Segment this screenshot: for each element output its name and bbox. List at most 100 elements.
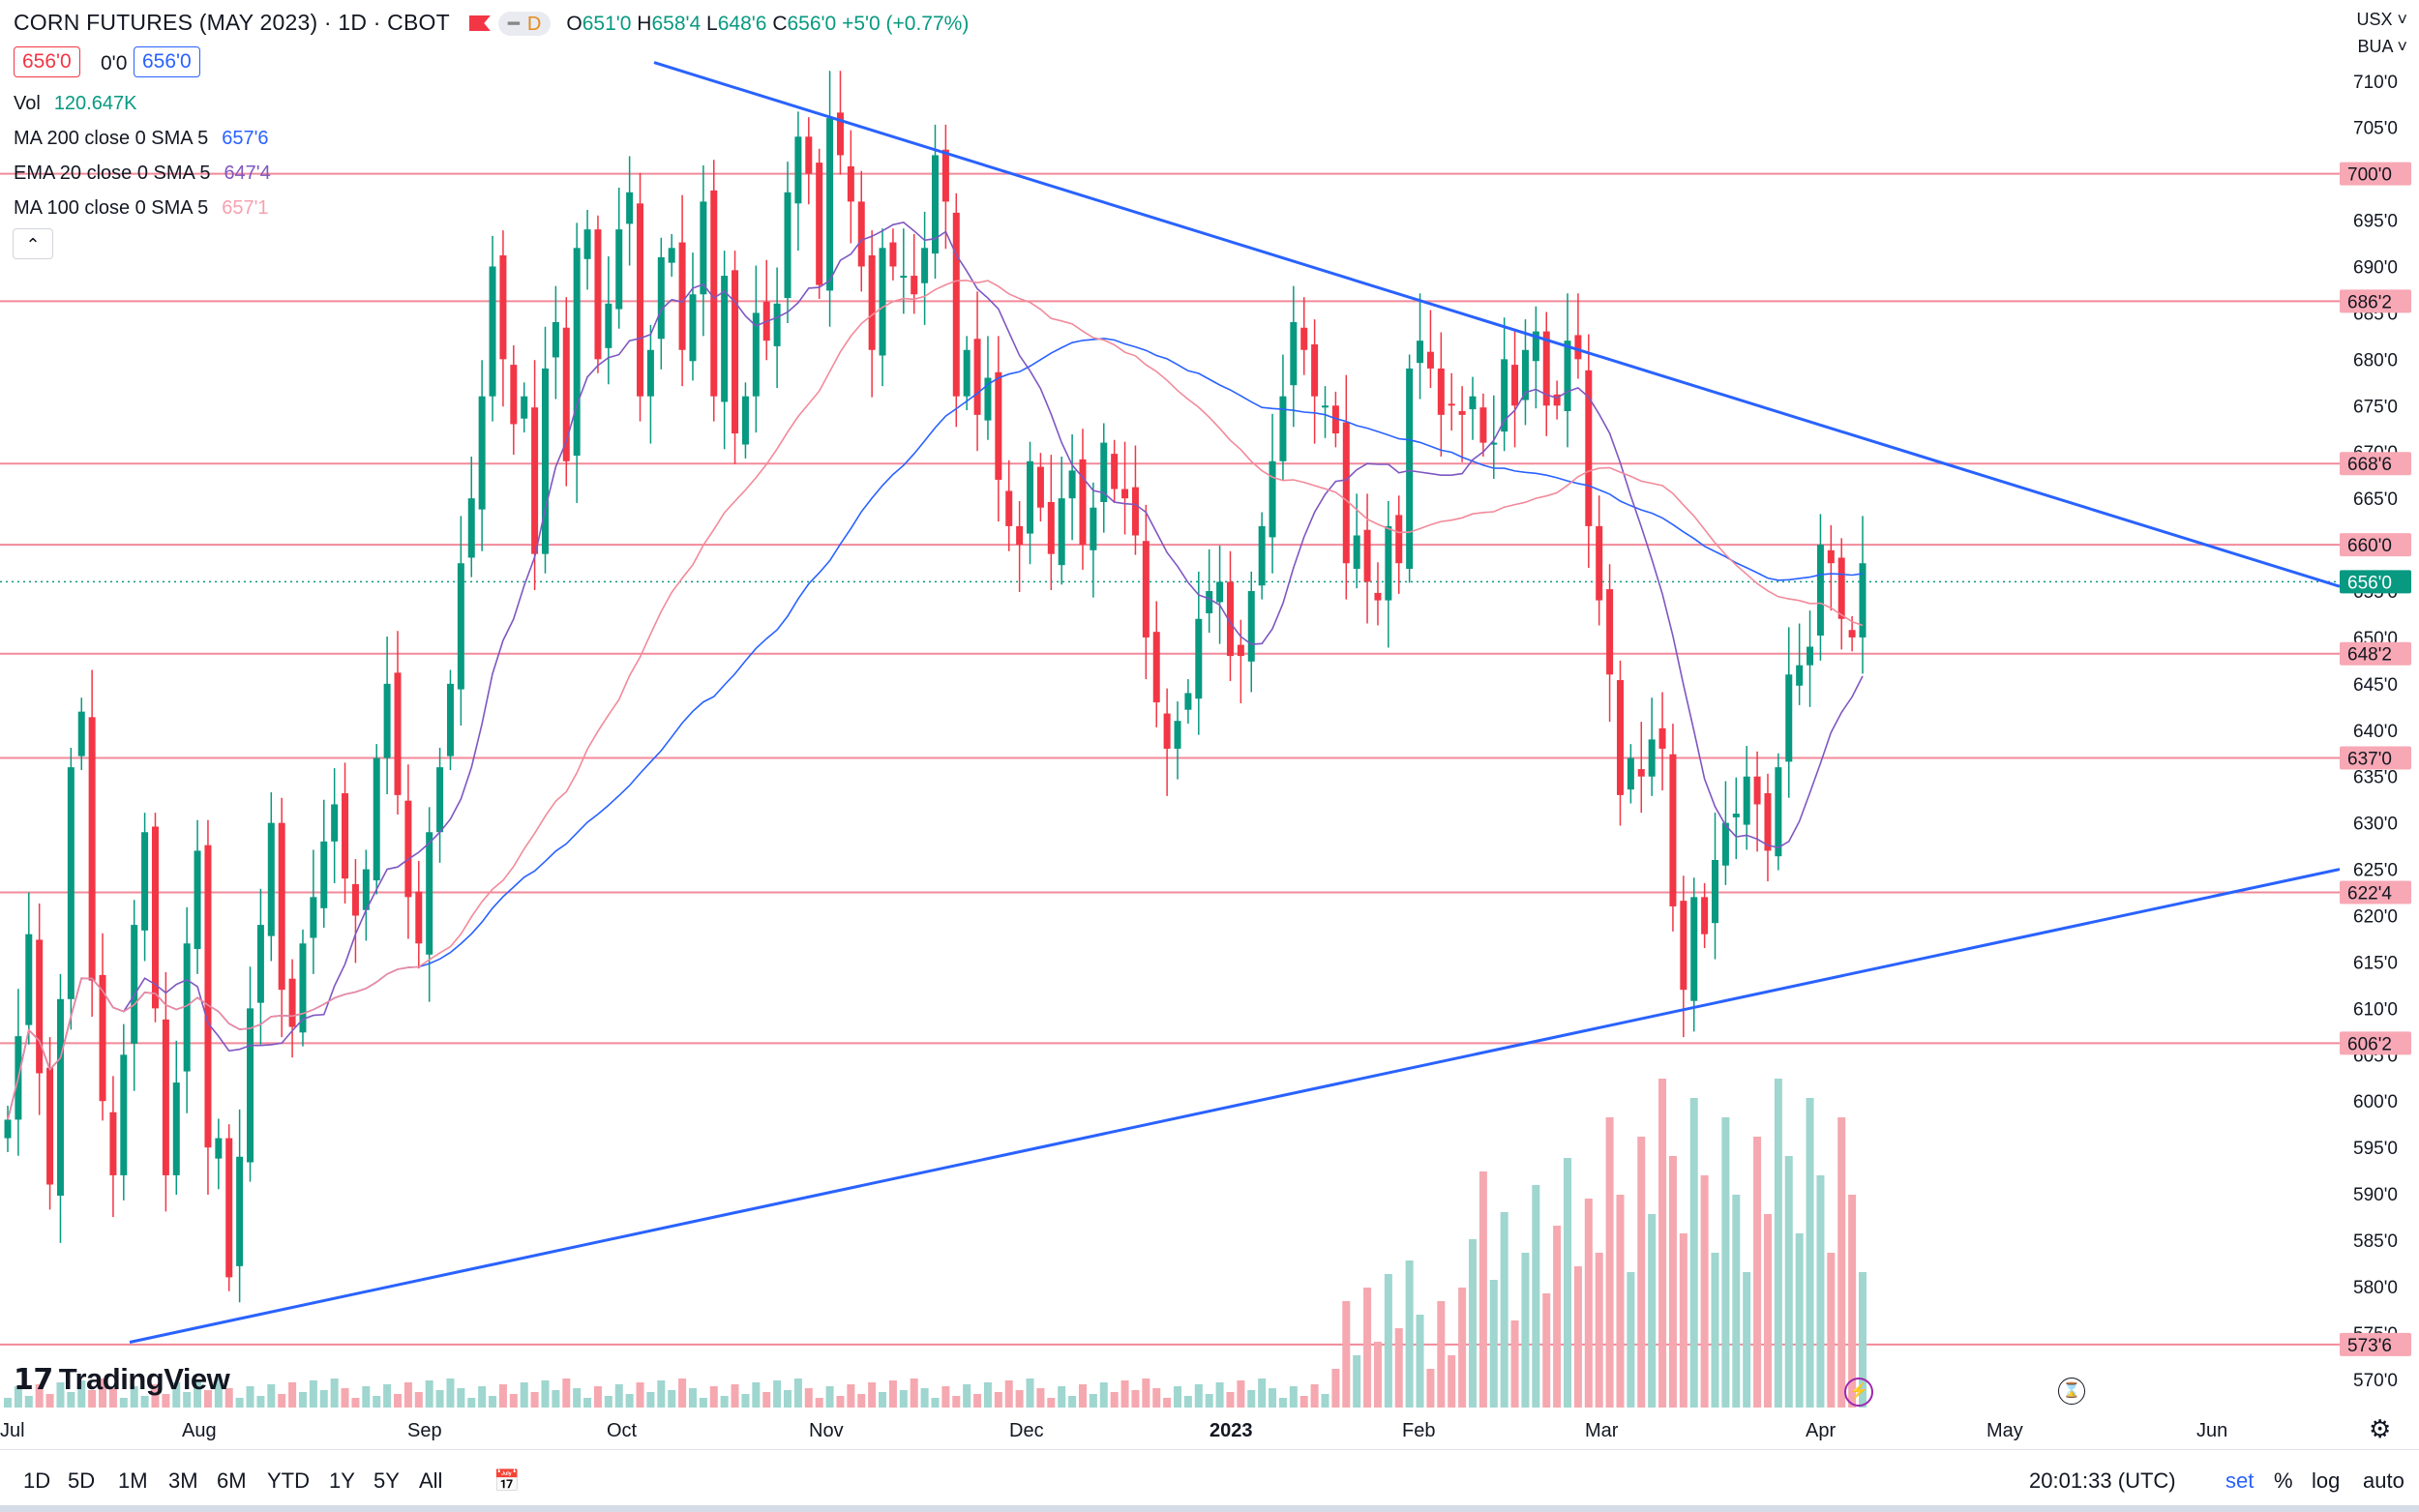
volume-bar bbox=[1363, 1288, 1372, 1408]
time-tick-label: Jul bbox=[0, 1420, 25, 1441]
currency-unit[interactable]: USX ˅ bbox=[2356, 10, 2407, 29]
volume-bar bbox=[1859, 1272, 1867, 1408]
timeframe-1y[interactable]: 1Y bbox=[329, 1468, 355, 1493]
candle-body bbox=[784, 192, 791, 299]
flag-icon[interactable] bbox=[468, 15, 491, 31]
candle-body bbox=[236, 1156, 244, 1266]
volume-bar bbox=[868, 1382, 877, 1408]
timeframe-6m[interactable]: 6M bbox=[217, 1468, 247, 1493]
unit-selector[interactable]: BUA ˅ bbox=[2357, 37, 2407, 56]
timeframe-5y[interactable]: 5Y bbox=[373, 1468, 400, 1493]
time-tick-label: Feb bbox=[1402, 1420, 1435, 1441]
candle-body bbox=[499, 254, 507, 360]
volume-bar bbox=[752, 1382, 761, 1408]
indicator-ma200[interactable]: MA 200 close 0 SMA 5 657'6 bbox=[14, 128, 269, 149]
calendar-range-icon[interactable]: 📅 bbox=[493, 1468, 521, 1493]
candle-body bbox=[342, 792, 349, 879]
volume-bar bbox=[1089, 1394, 1097, 1408]
candle-body bbox=[952, 212, 960, 397]
price-tick-label: 595'0 bbox=[2353, 1139, 2398, 1159]
timeframe-5d[interactable]: 5D bbox=[68, 1468, 96, 1493]
indicator-volume[interactable]: Vol 120.647K bbox=[14, 93, 137, 114]
volume-bar bbox=[1721, 1117, 1730, 1408]
volume-bar bbox=[214, 1379, 223, 1408]
scale-option-auto[interactable]: auto bbox=[2363, 1468, 2404, 1493]
volume-bar bbox=[857, 1394, 866, 1408]
flash-icon[interactable]: ⚡ bbox=[1844, 1378, 1873, 1407]
hourglass-icon[interactable]: ⌛ bbox=[2058, 1378, 2085, 1405]
buy-price-button[interactable]: 656'0 bbox=[134, 46, 200, 77]
scale-option-set[interactable]: set bbox=[2225, 1468, 2255, 1493]
symbol-title[interactable]: CORN FUTURES (MAY 2023) · 1D · CBOT bbox=[14, 10, 450, 35]
volume-bar bbox=[1237, 1380, 1245, 1408]
candle-body bbox=[1701, 897, 1709, 934]
candle-body bbox=[657, 256, 665, 340]
indicator-ma100[interactable]: MA 100 close 0 SMA 5 657'1 bbox=[14, 197, 269, 219]
volume-bar bbox=[1183, 1396, 1192, 1408]
volume-bar bbox=[741, 1394, 750, 1408]
volume-bar bbox=[1152, 1388, 1161, 1408]
indicator-ema20[interactable]: EMA 20 close 0 SMA 5 647'4 bbox=[14, 163, 271, 184]
volume-bar bbox=[1553, 1226, 1562, 1408]
volume-bar bbox=[341, 1388, 349, 1408]
candle-body bbox=[1247, 591, 1255, 662]
timeframe-all[interactable]: All bbox=[419, 1468, 443, 1493]
status-pill[interactable]: ━ D bbox=[497, 12, 552, 36]
candle-body bbox=[1816, 545, 1824, 637]
volume-bar bbox=[1373, 1342, 1382, 1408]
volume-bar bbox=[1837, 1117, 1846, 1408]
level-price-label: 700'0 bbox=[2347, 165, 2392, 186]
candle-body bbox=[710, 190, 718, 397]
timeframe-1d[interactable]: 1D bbox=[23, 1468, 51, 1493]
volume-bar bbox=[1605, 1117, 1614, 1408]
candle-body bbox=[436, 767, 444, 833]
sell-price-button[interactable]: 656'0 bbox=[14, 46, 80, 77]
pill-dash: ━ bbox=[507, 14, 520, 35]
volume-bar bbox=[288, 1382, 297, 1408]
scale-option-percent[interactable]: % bbox=[2274, 1468, 2293, 1493]
price-tick-label: 590'0 bbox=[2353, 1185, 2398, 1205]
volume-bar bbox=[35, 1384, 44, 1408]
candle-body bbox=[510, 365, 518, 425]
timeframe-ytd[interactable]: YTD bbox=[267, 1468, 310, 1493]
candle-body bbox=[594, 229, 602, 360]
volume-bar bbox=[1394, 1328, 1403, 1408]
candle-body bbox=[552, 322, 559, 358]
candle-body bbox=[415, 891, 423, 944]
time-tick-label: Dec bbox=[1009, 1420, 1044, 1441]
volume-bar bbox=[688, 1388, 697, 1408]
volume-bar bbox=[309, 1380, 317, 1408]
candle-body bbox=[320, 841, 328, 908]
volume-bar bbox=[931, 1398, 940, 1408]
collapse-legend-button[interactable]: ⌃ bbox=[13, 228, 53, 259]
volume-bar bbox=[1131, 1390, 1140, 1408]
utc-clock[interactable]: 20:01:33 (UTC) bbox=[2029, 1468, 2176, 1493]
candle-body bbox=[1226, 581, 1234, 657]
volume-bar bbox=[1448, 1355, 1456, 1408]
timeframe-1m[interactable]: 1M bbox=[118, 1468, 148, 1493]
candle-body bbox=[310, 897, 317, 938]
candle-body bbox=[1511, 365, 1519, 406]
volume-bar bbox=[1174, 1386, 1182, 1408]
volume-bar bbox=[1226, 1392, 1235, 1408]
volume-bar bbox=[994, 1392, 1002, 1408]
timeframe-3m[interactable]: 3M bbox=[168, 1468, 198, 1493]
candle-body bbox=[46, 1067, 54, 1185]
volume-bar bbox=[963, 1384, 971, 1408]
volume-bar bbox=[4, 1398, 12, 1408]
volume-bar bbox=[562, 1379, 571, 1408]
volume-bar bbox=[1774, 1079, 1782, 1408]
candle-body bbox=[1606, 589, 1614, 675]
price-tick-label: 695'0 bbox=[2353, 212, 2398, 232]
pill-delayed: D bbox=[526, 14, 542, 35]
level-price-label: 622'4 bbox=[2347, 884, 2392, 904]
candle-body bbox=[626, 192, 634, 224]
ohlc-values: O651'0 H658'4 L648'6 C656'0 +5'0 (+0.77%… bbox=[566, 13, 970, 35]
gear-icon[interactable]: ⚙ bbox=[2369, 1414, 2392, 1443]
scale-option-log[interactable]: log bbox=[2312, 1468, 2341, 1493]
volume-bar bbox=[1743, 1272, 1751, 1408]
candle-body bbox=[1469, 396, 1477, 410]
candle-body bbox=[1216, 581, 1224, 603]
volume-bar bbox=[383, 1384, 392, 1408]
